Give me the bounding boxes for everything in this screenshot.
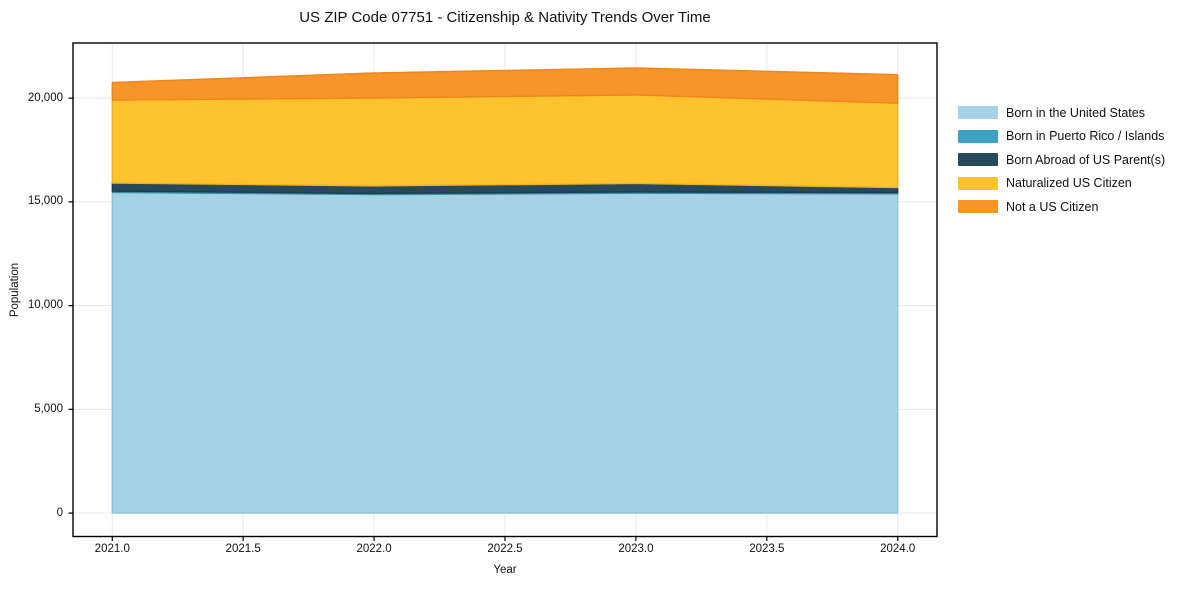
legend: Born in the United States Born in Puerto … [958,106,1165,224]
x-tick-label: 2022.0 [356,543,392,555]
area-born-in-the-united-states [111,191,899,514]
legend-swatch [958,106,998,119]
y-tick-label: 5,000 [34,402,63,415]
area-not-a-us-citizen [111,67,899,104]
y-tick-label: 10,000 [27,299,63,312]
x-tick-label: 2021.0 [94,543,130,555]
legend-swatch [958,153,998,166]
x-tick-label: 2021.5 [225,543,261,555]
legend-item: Naturalized US Citizen [958,176,1165,190]
y-tick-label: 0 [56,506,63,519]
legend-label: Born in Puerto Rico / Islands [1006,129,1165,143]
x-tick-label: 2023.5 [749,543,785,555]
legend-label: Not a US Citizen [1006,199,1099,214]
legend-swatch [958,129,998,143]
y-tick-label: 20,000 [27,91,63,104]
legend-item: Not a US Citizen [958,199,1165,214]
area-naturalized-us-citizen [111,94,899,189]
x-tick-label: 2023.0 [618,543,654,555]
legend-item: Born in Puerto Rico / Islands [958,129,1165,143]
legend-swatch [958,200,998,213]
chart-title: US ZIP Code 07751 - Citizenship & Nativi… [299,9,711,26]
x-axis-title: Year [493,564,517,576]
x-tick-label: 2022.5 [487,543,523,555]
legend-item: Born Abroad of US Parent(s) [958,152,1166,167]
legend-swatch [958,176,998,190]
y-tick-label: 15,000 [27,195,63,208]
legend-label: Naturalized US Citizen [1006,176,1132,190]
legend-label: Born in the United States [1006,105,1145,120]
x-tick-label: 2024.0 [880,543,916,555]
legend-label: Born Abroad of US Parent(s) [1006,152,1166,167]
legend-item: Born in the United States [958,105,1165,120]
